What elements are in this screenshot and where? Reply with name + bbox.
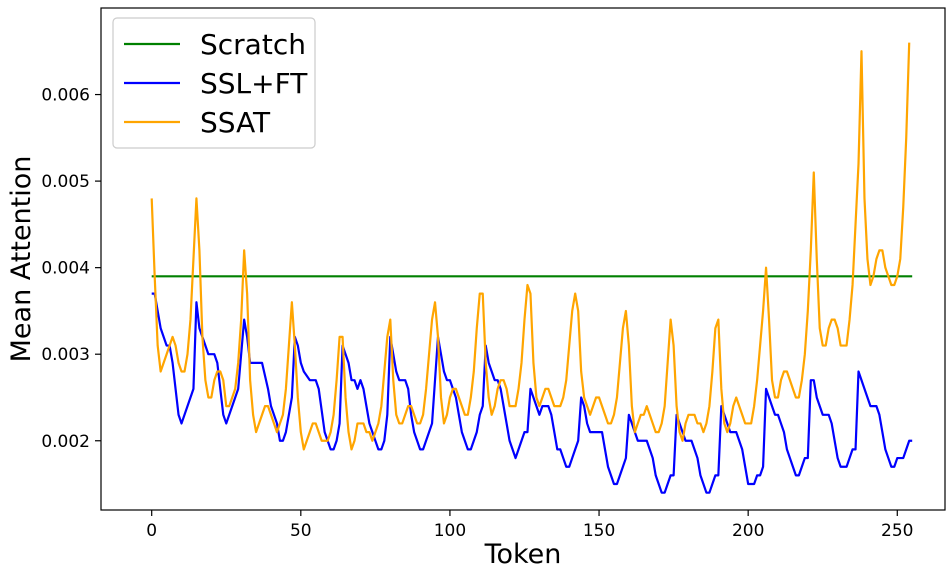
legend-box (112, 17, 316, 149)
y-tick-label: 0.003 (41, 345, 90, 365)
y-tick-label: 0.006 (41, 86, 90, 106)
x-axis: 0 50 100 150 200 250 (146, 510, 914, 541)
series-line-ssl-ft (151, 292, 913, 494)
series-line-ssat (150, 42, 911, 451)
y-tick-label: 0.005 (41, 172, 90, 192)
x-tick-label: 0 (146, 521, 157, 541)
y-tick-label: 0.002 (41, 432, 90, 452)
y-axis: 0.002 0.003 0.004 0.005 0.006 (41, 86, 101, 452)
x-axis-label: Token (484, 539, 562, 570)
x-tick-label: 200 (732, 521, 764, 541)
plot-lines (150, 42, 913, 494)
legend-label: SSL+FT (200, 67, 308, 100)
y-tick-label: 0.004 (41, 259, 90, 279)
legend-label: SSAT (200, 106, 271, 139)
x-tick-label: 150 (583, 521, 615, 541)
x-tick-label: 100 (434, 521, 466, 541)
legend: Scratch SSL+FT SSAT (112, 17, 316, 149)
x-tick-label: 250 (881, 521, 913, 541)
x-tick-label: 50 (290, 521, 312, 541)
plot-frame (100, 7, 946, 511)
y-axis-label: Mean Attention (6, 156, 37, 363)
legend-label: Scratch (200, 28, 306, 61)
